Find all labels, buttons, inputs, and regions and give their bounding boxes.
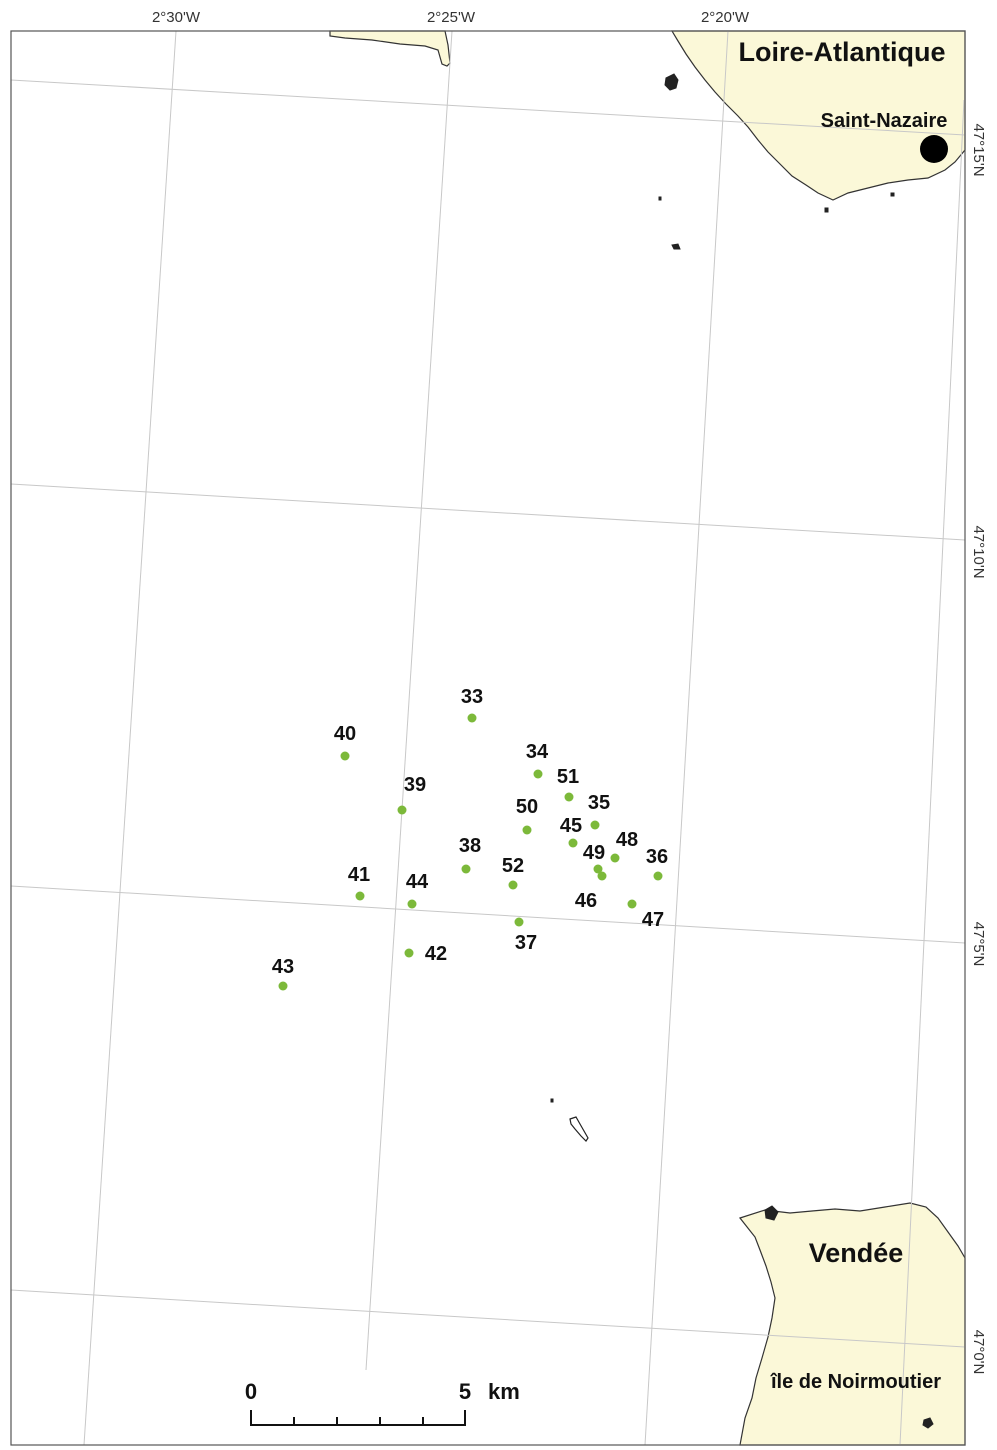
region-label-loire-atlantique: Loire-Atlantique (739, 37, 946, 67)
site-point-40 (340, 751, 350, 761)
longitude-label-2-25w: 2°25'W (427, 9, 476, 26)
site-label-42: 42 (425, 943, 447, 965)
site-point-43 (278, 981, 288, 991)
meridian-2-20w (644, 30, 729, 1446)
site-label-33: 33 (461, 686, 483, 708)
parallel-47-0n (10, 1289, 966, 1348)
site-label-43: 43 (272, 956, 294, 978)
scale-bar-unit-label: km (488, 1379, 520, 1404)
scale-bar: 0 5 km (245, 1379, 520, 1426)
site-point-33 (467, 713, 477, 723)
region-label-vendee: Vendée (809, 1238, 904, 1268)
islet-rock-3 (671, 243, 681, 250)
site-point-51 (564, 792, 574, 802)
islet-rock-4 (824, 207, 829, 213)
map-frame (10, 30, 966, 1446)
latitude-label-47-0n: 47°0'N (970, 1330, 987, 1375)
latitude-label-47-5n: 47°5'N (970, 922, 987, 967)
parallel-47-15n (10, 79, 966, 136)
islet-rock-1 (664, 73, 679, 91)
site-point-45 (568, 838, 578, 848)
site-label-44: 44 (406, 871, 429, 893)
islet-rock-7 (764, 1205, 779, 1221)
longitude-label-2-30w: 2°30'W (152, 9, 201, 26)
city-label-saint-nazaire: Saint-Nazaire (821, 110, 948, 132)
site-label-50: 50 (516, 796, 538, 818)
site-point-46 (597, 871, 607, 881)
scale-bar-start-label: 0 (245, 1379, 257, 1404)
site-label-48: 48 (616, 829, 638, 851)
site-label-37: 37 (515, 932, 537, 954)
islets (550, 73, 934, 1429)
meridian-2-15w (899, 99, 965, 1446)
site-label-47: 47 (642, 909, 664, 931)
site-label-40: 40 (334, 723, 356, 745)
islet-rock-5 (890, 192, 895, 197)
site-label-52: 52 (502, 855, 524, 877)
site-label-46: 46 (575, 890, 597, 912)
latitude-label-47-15n: 47°15'N (970, 123, 987, 176)
site-point-44 (407, 899, 417, 909)
site-point-36 (653, 871, 663, 881)
site-point-48 (610, 853, 620, 863)
islet-elongated (569, 1116, 589, 1142)
site-label-49: 49 (583, 842, 605, 864)
island-label-noirmoutier: île de Noirmoutier (770, 1371, 941, 1393)
site-point-42 (404, 948, 414, 958)
site-label-35: 35 (588, 792, 610, 814)
islet-rock-2 (658, 196, 662, 201)
land-islet-northwest (329, 30, 451, 67)
site-points: 33 34 35 36 37 38 39 40 41 42 43 44 45 4… (272, 686, 668, 991)
meridian-2-25w (365, 30, 453, 1371)
site-point-38 (461, 864, 471, 874)
site-point-35 (590, 820, 600, 830)
meridian-2-30w (83, 30, 177, 1446)
site-label-34: 34 (526, 741, 549, 763)
site-point-47 (627, 899, 637, 909)
site-label-39: 39 (404, 774, 426, 796)
islet-rock-8 (922, 1417, 934, 1429)
city-marker-saint-nazaire (920, 135, 948, 163)
site-label-45: 45 (560, 815, 582, 837)
site-label-36: 36 (646, 846, 668, 868)
site-point-37 (514, 917, 524, 927)
site-label-51: 51 (557, 766, 579, 788)
parallel-47-10n (10, 483, 966, 541)
site-point-49 (593, 864, 603, 874)
site-point-50 (522, 825, 532, 835)
site-point-34 (533, 769, 543, 779)
latitude-label-47-10n: 47°10'N (970, 525, 987, 578)
land-loire-atlantique (670, 30, 966, 201)
site-point-39 (397, 805, 407, 815)
scale-bar-end-label: 5 (459, 1379, 471, 1404)
islet-rock-6 (550, 1098, 554, 1103)
parallel-47-5n (10, 885, 966, 944)
site-label-41: 41 (348, 864, 370, 886)
site-point-52 (508, 880, 518, 890)
graticule (10, 30, 966, 1446)
site-label-38: 38 (459, 835, 481, 857)
longitude-label-2-20w: 2°20'W (701, 9, 750, 26)
site-point-41 (355, 891, 365, 901)
